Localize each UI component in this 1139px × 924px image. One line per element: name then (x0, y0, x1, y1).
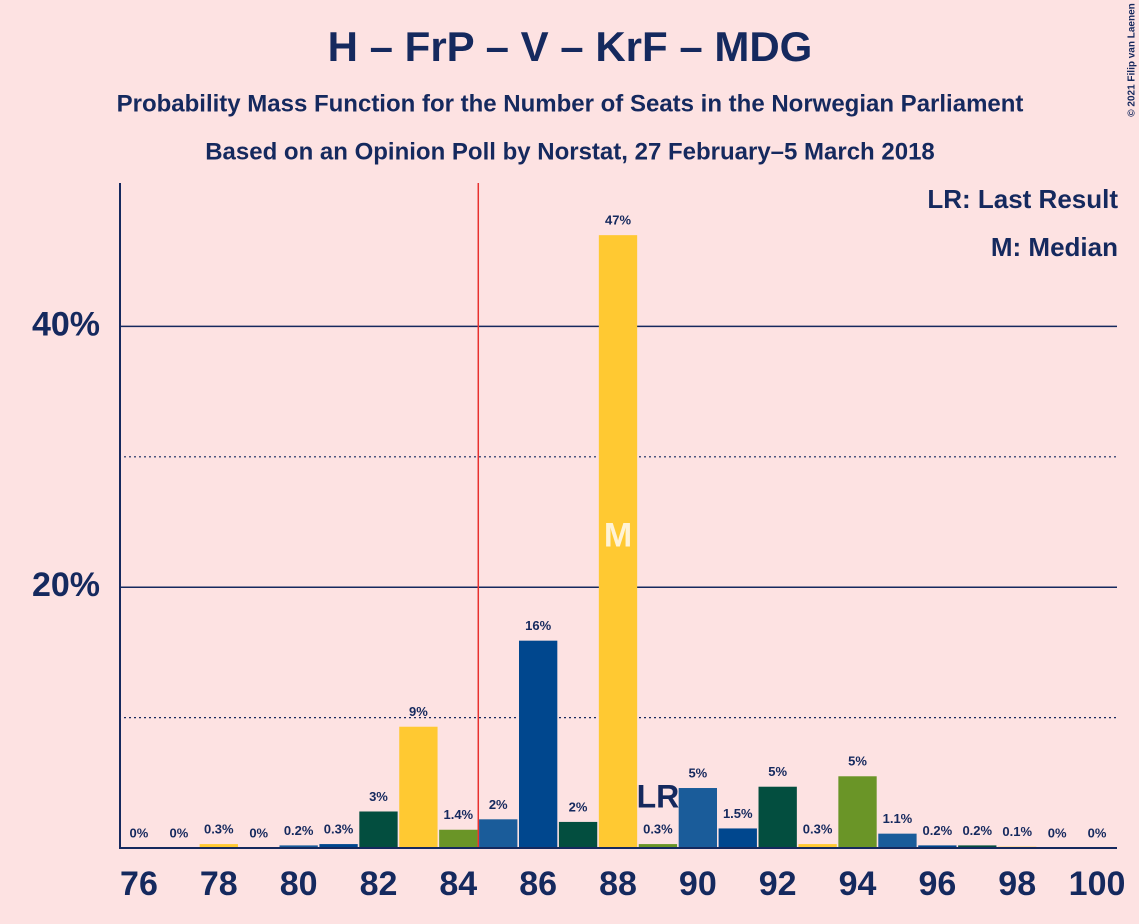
data-label: 9% (409, 704, 428, 719)
bar (838, 776, 877, 848)
data-label: 1.5% (723, 806, 753, 821)
data-label: 1.4% (443, 807, 473, 822)
bar (518, 640, 558, 848)
data-label: 0.2% (962, 823, 992, 838)
bar (479, 819, 518, 848)
x-tick-label: 92 (759, 865, 797, 903)
data-label: 0% (1088, 825, 1107, 840)
bar (319, 844, 358, 848)
bar (878, 833, 917, 848)
data-label: 5% (688, 765, 707, 780)
data-label: 3% (369, 789, 388, 804)
data-label: 2% (489, 797, 508, 812)
x-tick-label: 94 (839, 865, 877, 903)
chart-subtitle: Based on an Opinion Poll by Norstat, 27 … (205, 138, 935, 165)
data-label: 0.3% (324, 822, 354, 837)
x-tick-label: 80 (280, 865, 318, 903)
median-marker: M (604, 517, 632, 555)
chart-subtitle: Probability Mass Function for the Number… (117, 90, 1024, 117)
data-label: 47% (605, 213, 631, 228)
data-label: 5% (848, 754, 867, 769)
data-label: 0% (1048, 825, 1067, 840)
data-label: 5% (768, 764, 787, 779)
last-result-marker: LR (637, 779, 680, 815)
data-label: 0% (169, 825, 188, 840)
bar (399, 726, 438, 848)
x-tick-label: 88 (599, 865, 637, 903)
bar (359, 811, 398, 848)
data-label: 0.3% (803, 822, 833, 837)
x-tick-label: 84 (439, 865, 477, 903)
y-tick-label: 40% (32, 305, 100, 343)
bar (598, 235, 638, 848)
x-tick-label: 90 (679, 865, 717, 903)
data-label: 2% (569, 799, 588, 814)
data-label: 0% (249, 825, 268, 840)
x-tick-label: 98 (998, 865, 1036, 903)
x-tick-label: 96 (918, 865, 956, 903)
data-label: 0.2% (923, 823, 953, 838)
x-tick-label: 100 (1069, 865, 1126, 903)
bar (798, 844, 837, 848)
data-label: 1.1% (883, 811, 913, 826)
legend-entry: M: Median (991, 232, 1118, 262)
bar (279, 845, 318, 848)
data-label: 0.2% (284, 823, 314, 838)
data-label: 0.3% (643, 822, 673, 837)
bar (638, 844, 678, 848)
data-label: 16% (525, 618, 551, 633)
bar (199, 844, 238, 848)
bar (558, 821, 598, 848)
bar (958, 845, 997, 848)
bar (439, 829, 478, 848)
chart-title: H – FrP – V – KrF – MDG (328, 23, 813, 70)
bar (758, 786, 797, 848)
data-label: 0% (130, 825, 149, 840)
x-tick-label: 76 (120, 865, 158, 903)
data-label: 0.1% (1002, 824, 1032, 839)
copyright: © 2021 Filip van Laenen (1127, 3, 1138, 117)
x-tick-label: 82 (360, 865, 398, 903)
bar (918, 845, 957, 848)
legend-entry: LR: Last Result (927, 184, 1118, 214)
data-label: 0.3% (204, 822, 234, 837)
y-tick-label: 20% (32, 566, 100, 604)
bar (718, 828, 757, 848)
bar (678, 788, 718, 848)
x-tick-label: 78 (200, 865, 238, 903)
x-tick-label: 86 (519, 865, 557, 903)
